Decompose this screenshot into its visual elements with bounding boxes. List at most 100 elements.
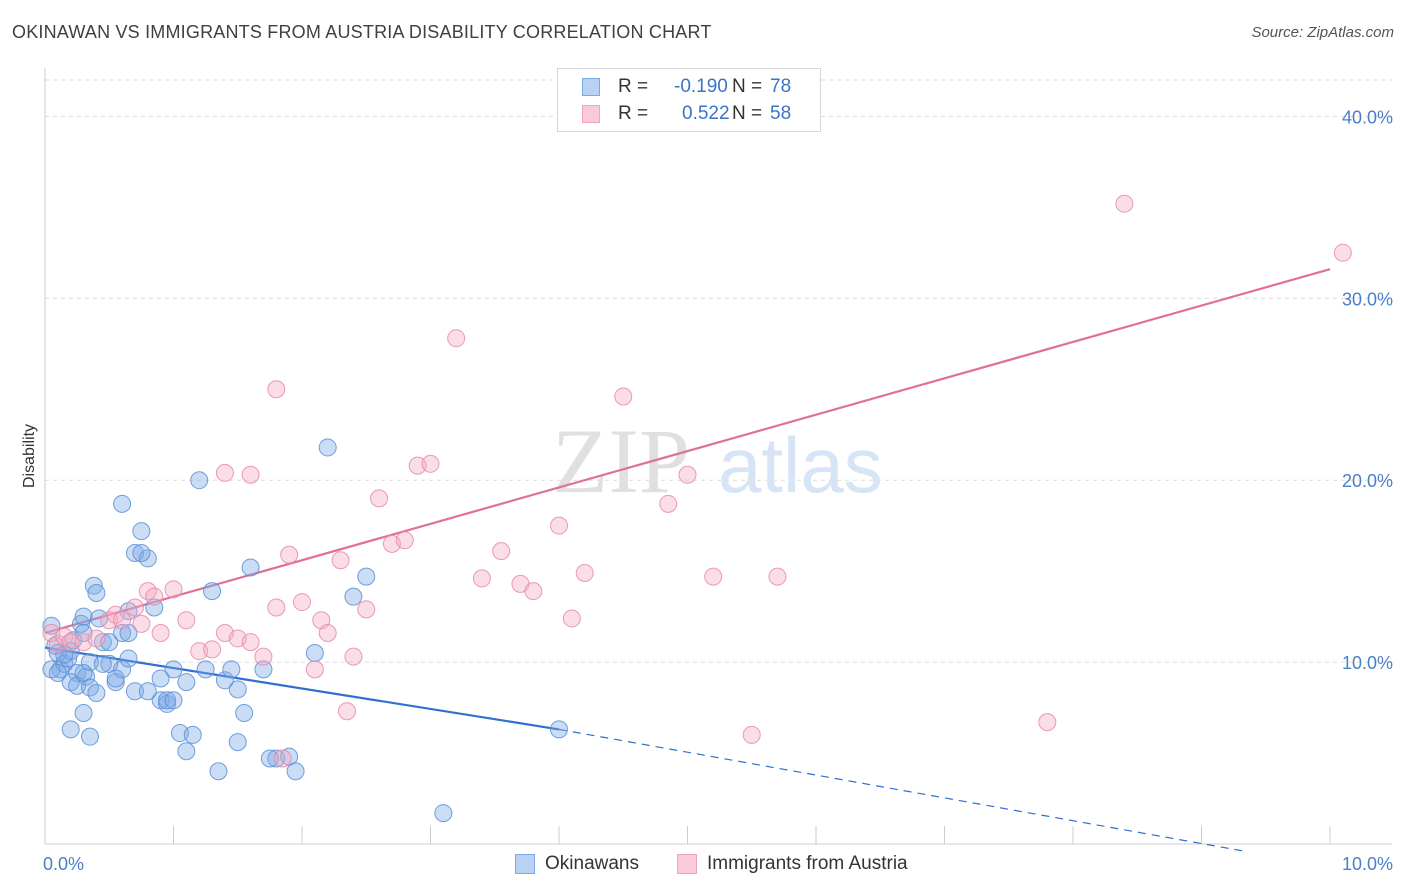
austria-point: [280, 545, 299, 564]
bottom-legend-swatch-okinawans: [515, 854, 535, 874]
legend-r-label: R =: [618, 103, 649, 124]
okinawans-point: [113, 623, 132, 642]
bottom-legend-label-okinawans: Okinawans: [545, 853, 639, 874]
okinawans-point: [228, 733, 247, 752]
austria-point: [203, 640, 222, 659]
austria-point: [395, 531, 414, 550]
austria-point: [550, 516, 568, 535]
austria-point: [492, 542, 511, 561]
y-tick-label: 20.0%: [1342, 471, 1393, 491]
legend-n-value: 58: [770, 103, 792, 124]
okinawans-point: [550, 720, 568, 739]
austria-point: [87, 629, 106, 648]
legend-swatch-austria: [582, 105, 600, 123]
austria-point: [151, 623, 170, 642]
okinawans-point: [286, 762, 305, 781]
legend-swatch-okinawans: [582, 78, 600, 96]
austria-point: [177, 611, 196, 630]
okinawans-point: [87, 684, 106, 703]
okinawans-point: [106, 669, 125, 688]
austria-point: [370, 489, 389, 508]
austria-point: [447, 329, 466, 348]
okinawans-point: [164, 660, 183, 679]
austria-point: [357, 600, 376, 619]
watermark-atlas: atlas: [718, 421, 883, 509]
okinawans-point: [132, 543, 151, 562]
x-tick-label: 10.0%: [1342, 854, 1393, 874]
okinawans-point: [177, 742, 196, 761]
austria-point: [337, 702, 356, 721]
austria-point: [472, 569, 491, 588]
okinawans-point: [241, 558, 260, 577]
watermark: ZIP atlas: [552, 410, 883, 512]
okinawans-point: [222, 660, 241, 679]
austria-point: [344, 647, 363, 666]
stats-legend: R = -0.190 N = 78 R = 0.522 N = 58: [557, 68, 821, 132]
okinawans-point: [434, 804, 453, 823]
legend-n-label: N =: [732, 103, 763, 124]
okinawans-point: [235, 704, 254, 723]
okinawans-point: [125, 682, 144, 701]
austria-point: [241, 465, 260, 484]
okinawans-point: [42, 616, 61, 635]
legend-n-value: 78: [770, 76, 792, 97]
okinawans-point: [48, 664, 67, 683]
austria-point: [318, 623, 337, 642]
okinawans-point: [254, 660, 273, 679]
okinawans-point: [215, 671, 234, 690]
austria-point: [678, 465, 697, 484]
austria-point: [254, 647, 273, 666]
austria-point: [742, 725, 761, 744]
okinawans-point: [344, 587, 363, 606]
okinawans-point: [318, 438, 337, 457]
bottom-legend-swatch-austria: [677, 854, 697, 874]
austria-point: [1038, 713, 1057, 732]
y-tick-label: 40.0%: [1342, 107, 1393, 127]
y-axis-label: Disability: [21, 424, 38, 488]
okinawans-point: [228, 680, 247, 699]
okinawans-point: [177, 673, 196, 692]
okinawans-point: [183, 725, 202, 744]
legend-r-value: 0.522: [682, 103, 730, 124]
x-tick-label: 0.0%: [43, 854, 84, 874]
austria-point: [125, 598, 144, 617]
okinawans-point: [68, 664, 87, 683]
okinawans-point: [61, 720, 80, 739]
okinawans-point: [151, 669, 170, 688]
okinawans-point: [158, 691, 177, 710]
austria-point: [1115, 194, 1134, 213]
okinawans-point: [93, 654, 112, 673]
y-tick-label: 10.0%: [1342, 653, 1393, 673]
legend-r-label: R =: [618, 76, 649, 97]
austria-point: [164, 580, 183, 599]
chart-title: OKINAWAN VS IMMIGRANTS FROM AUSTRIA DISA…: [12, 22, 712, 42]
austria-point: [145, 587, 164, 606]
austria-point: [1333, 243, 1352, 262]
austria-point: [305, 660, 324, 679]
okinawans-point: [209, 762, 228, 781]
okinawans-point: [74, 704, 93, 723]
okinawans-trend-extension: [558, 728, 1246, 852]
okinawans-point: [74, 607, 93, 626]
y-tick-label: 30.0%: [1342, 289, 1393, 309]
bottom-legend-label-austria: Immigrants from Austria: [707, 853, 908, 874]
data-points: [42, 194, 1352, 823]
y-tick-labels: 10.0% 20.0% 30.0% 40.0%: [1342, 107, 1393, 673]
austria-point: [704, 567, 723, 586]
okinawans-point: [113, 660, 132, 679]
okinawans-point: [145, 598, 164, 617]
austria-point: [331, 551, 350, 570]
okinawans-point: [132, 522, 151, 541]
okinawans-point: [80, 727, 99, 746]
okinawans-point: [190, 471, 209, 490]
austria-point: [215, 463, 234, 482]
austria-point: [575, 563, 594, 582]
legend-n-label: N =: [732, 76, 763, 97]
austria-point: [768, 567, 787, 586]
legend-r-value: -0.190: [674, 76, 728, 97]
okinawans-point: [84, 576, 103, 595]
austria-point: [61, 633, 80, 652]
austria-point: [293, 593, 311, 612]
austria-point: [132, 614, 151, 633]
